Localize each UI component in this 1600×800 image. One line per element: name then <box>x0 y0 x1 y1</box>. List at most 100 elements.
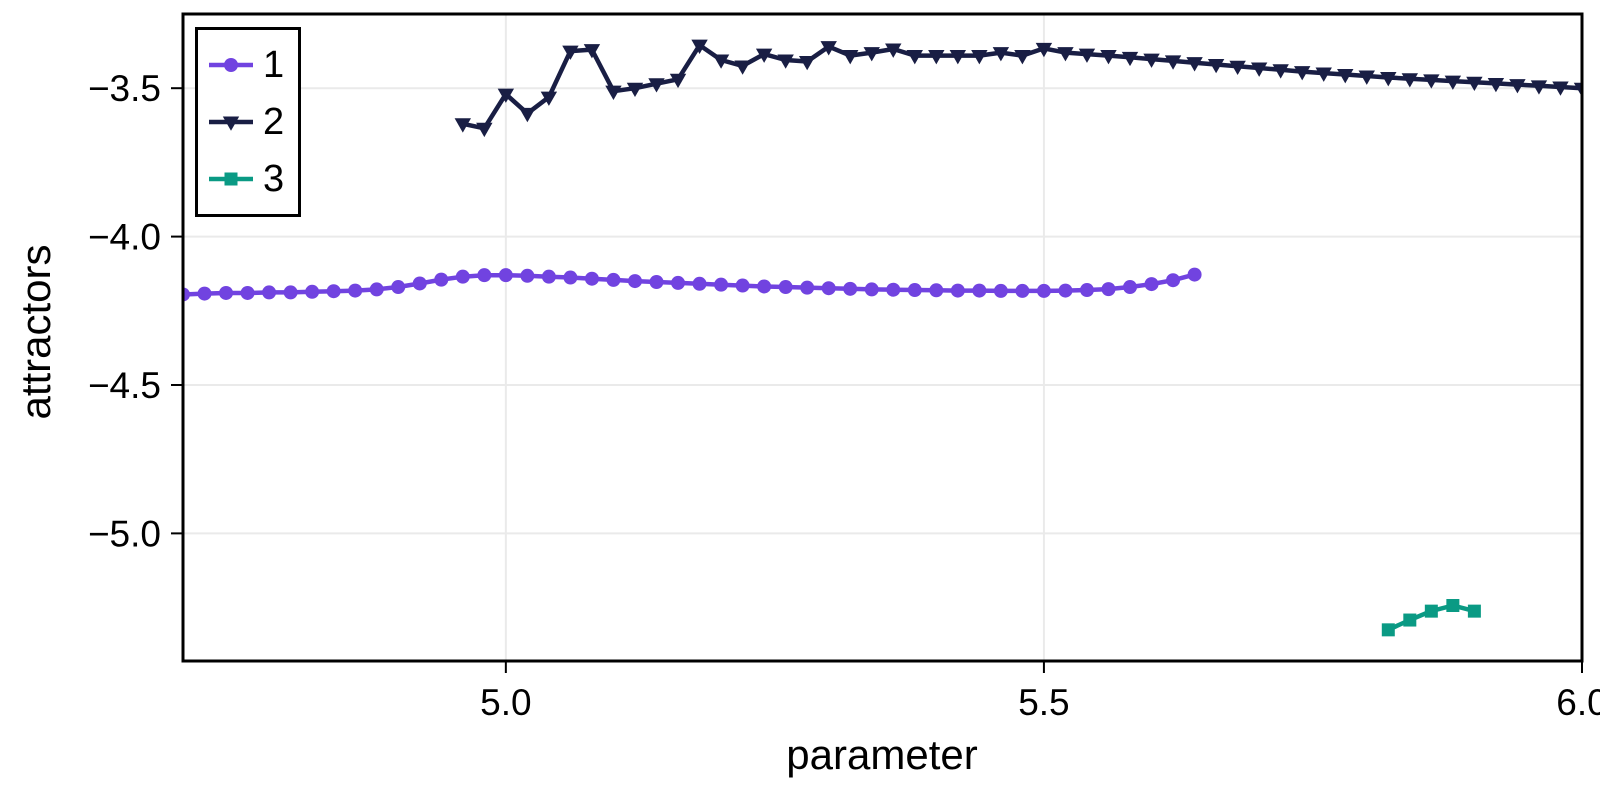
legend-entry-1: 1 <box>208 37 284 93</box>
series-1-marker-circle <box>283 285 298 300</box>
legend-label: 1 <box>263 43 285 86</box>
series-1-marker-circle <box>219 285 234 300</box>
series-1-marker-circle <box>584 271 599 286</box>
series-2-marker-triangle-down <box>1229 60 1246 76</box>
series-2-marker-triangle-down <box>583 44 601 59</box>
series-1-marker-circle <box>391 280 406 295</box>
series-2-marker-triangle-down <box>885 43 902 58</box>
series-1-marker-circle <box>1101 282 1116 297</box>
series-1-marker-circle <box>541 269 556 284</box>
series-1-marker-circle <box>649 275 664 290</box>
series-1-marker-circle <box>240 285 255 300</box>
series-3-marker-square <box>1403 613 1417 627</box>
series-2-marker-triangle-down <box>454 118 471 133</box>
series-1-markers <box>183 267 1202 302</box>
series-1-marker-circle <box>907 283 922 298</box>
series-1-marker-circle <box>950 283 965 298</box>
series-1-marker-circle <box>412 276 427 291</box>
series-1-marker-circle <box>692 276 707 291</box>
series-1-marker-circle <box>1015 283 1030 298</box>
series-2-marker-triangle-down <box>1444 75 1462 90</box>
series-3-marker-square <box>1424 604 1438 618</box>
series-2-marker-triangle-down <box>1401 73 1419 88</box>
series-2-marker-triangle-down <box>1207 58 1225 74</box>
series-2-marker-triangle-down <box>928 50 945 65</box>
series-2-marker-triangle-down <box>222 116 240 131</box>
series-3-markers <box>1381 599 1481 637</box>
series-2-marker-triangle-down <box>842 50 859 65</box>
series-1-marker-circle <box>1144 277 1159 292</box>
series-1-marker-circle <box>800 280 815 295</box>
y-tick-label: −4.0 <box>88 217 161 258</box>
series-2-marker-triangle-down <box>1358 70 1375 85</box>
series-1-marker-circle <box>563 270 578 285</box>
series-1-marker-circle <box>262 285 277 300</box>
series-2-marker-triangle-down <box>734 60 751 75</box>
series-1-marker-circle <box>843 281 858 296</box>
series-1-marker-circle <box>606 272 621 287</box>
legend-marker-square-icon <box>209 172 253 186</box>
series-2-marker-triangle-down <box>863 47 880 62</box>
series-2-marker-triangle-down <box>1552 81 1569 96</box>
plot-border <box>181 12 1584 663</box>
series-2-marker-triangle-down <box>1143 53 1160 68</box>
series-2-marker-triangle-down <box>906 50 923 65</box>
series-2-marker-triangle-down <box>1487 77 1505 93</box>
legend-entry-2: 2 <box>208 94 284 150</box>
legend-label: 3 <box>263 158 285 201</box>
series-2-marker-triangle-down <box>497 88 515 103</box>
series-2-marker-triangle-down <box>562 45 579 60</box>
series-1-marker-circle <box>498 268 513 283</box>
series-2-marker-triangle-down <box>1294 66 1311 81</box>
series-1-marker-circle <box>929 283 944 298</box>
series-2-marker-triangle-down <box>949 50 967 65</box>
series-2-marker-triangle-down <box>1466 76 1483 92</box>
series-1-marker-circle <box>305 284 320 299</box>
series-1-marker-circle <box>520 268 535 283</box>
series-2-marker-triangle-down <box>1057 47 1074 62</box>
series-1-marker-circle <box>757 279 772 294</box>
series-2-marker-triangle-down <box>669 73 687 89</box>
y-tick-label: −4.5 <box>88 365 161 406</box>
series-1-marker-circle <box>348 283 363 298</box>
series-2-marker-triangle-down <box>1250 62 1268 77</box>
series-2-marker-triangle-down <box>777 54 794 69</box>
series-2-marker-triangle-down <box>626 82 644 97</box>
series-2-marker-triangle-down <box>1164 55 1182 70</box>
y-axis-label: attractors <box>12 244 59 420</box>
series-2-marker-triangle-down <box>971 50 988 65</box>
series-2-marker-triangle-down <box>540 91 558 106</box>
series-layer <box>183 39 1582 637</box>
series-1-marker-circle <box>369 282 384 297</box>
series-2-marker-triangle-down <box>1186 57 1203 72</box>
series-2-marker-triangle-down <box>691 39 708 54</box>
series-1-marker-circle <box>886 282 901 297</box>
y-tick-label: −5.0 <box>88 513 161 554</box>
series-2-marker-triangle-down <box>1573 82 1582 97</box>
series-2-markers <box>454 39 1582 138</box>
series-1-marker-circle <box>993 283 1008 298</box>
series-2-marker-triangle-down <box>1315 67 1332 82</box>
series-1-marker-circle <box>735 278 750 293</box>
series-2-marker-triangle-down <box>648 78 665 93</box>
legend-marker-triangle-down-icon <box>209 116 253 131</box>
series-1-marker-circle <box>455 269 470 284</box>
series-2-marker-triangle-down <box>755 48 773 63</box>
series-2-marker-triangle-down <box>798 55 816 71</box>
series-1-marker-circle <box>1123 280 1138 295</box>
x-tick-label: 5.5 <box>1018 682 1069 723</box>
series-1-marker-circle <box>197 286 212 301</box>
series-1-marker-circle <box>821 281 836 296</box>
series-1-marker-circle <box>714 277 729 292</box>
series-3-marker-square <box>1467 604 1481 618</box>
x-axis-label: parameter <box>786 731 978 778</box>
series-2-marker-triangle-down <box>1272 64 1289 79</box>
series-2-marker-triangle-down <box>820 41 837 56</box>
series-1-marker-circle <box>326 284 341 299</box>
series-3-marker-square <box>1381 623 1395 637</box>
series-2-marker-triangle-down <box>1423 74 1440 89</box>
series-1-marker-circle <box>183 287 190 302</box>
series-2-marker-triangle-down <box>1530 80 1548 95</box>
